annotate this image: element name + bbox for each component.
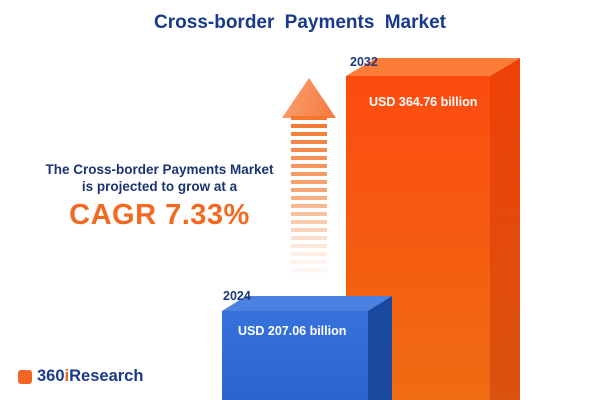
logo-i: i [64,367,70,385]
annotation-line2: is projected to grow at a [81,179,238,194]
growth-arrow-fade [291,116,327,282]
bar-2024 [222,311,368,400]
bar-2032-side-face [490,58,520,400]
annotation-text: The Cross-border Payments Market is proj… [12,161,307,195]
brand-logo: 360iResearch [18,367,143,386]
logo-mark-icon [18,369,32,384]
value-label-2032: USD 364.76 billion [369,95,478,109]
logo-text: 360iResearch [37,367,143,386]
bar-2024-side-face [368,296,392,400]
year-label-2024: 2024 [223,289,251,303]
bar-2032-top-face [346,58,520,76]
year-label-2032: 2032 [350,55,378,69]
logo-360: 360 [37,367,65,385]
cagr-highlight: CAGR 7.33% [69,199,250,231]
annotation-line1: The Cross-border Payments Market [45,162,274,177]
logo-research: Research [69,367,144,385]
page-title: Cross-border Payments Market [154,12,446,33]
growth-arrow-icon [282,78,336,118]
value-label-2024: USD 207.06 billion [238,324,347,338]
bar-2024-top-face [222,296,392,311]
